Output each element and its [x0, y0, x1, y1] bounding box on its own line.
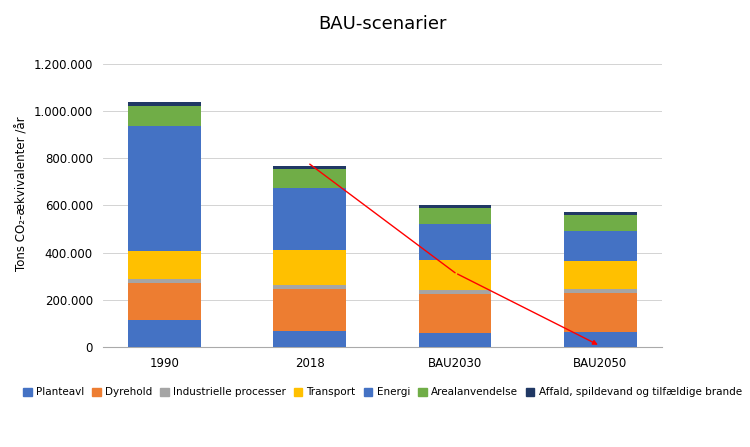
Bar — [419, 208, 491, 224]
Bar — [419, 260, 491, 290]
Bar — [419, 206, 491, 208]
Bar — [564, 212, 637, 215]
Title: BAU-scenarier: BAU-scenarier — [318, 15, 447, 33]
Bar — [564, 289, 637, 293]
Bar — [274, 331, 346, 347]
Bar — [128, 251, 201, 279]
Bar — [419, 224, 491, 260]
Bar — [128, 105, 201, 126]
Bar — [419, 333, 491, 347]
Bar — [564, 332, 637, 347]
Bar — [419, 290, 491, 294]
Bar — [128, 320, 201, 347]
Bar — [564, 231, 637, 261]
Bar — [564, 261, 637, 289]
Y-axis label: Tons CO₂-ækvivalenter /år: Tons CO₂-ækvivalenter /år — [15, 116, 28, 271]
Bar — [419, 294, 491, 333]
Bar — [274, 289, 346, 331]
Bar — [128, 283, 201, 320]
Bar — [274, 188, 346, 250]
Bar — [274, 285, 346, 289]
Legend: Planteavl, Dyrehold, Industrielle processer, Transport, Energi, Arealanvendelse,: Planteavl, Dyrehold, Industrielle proces… — [19, 383, 746, 401]
Bar — [128, 126, 201, 251]
Bar — [128, 279, 201, 283]
Bar — [128, 102, 201, 105]
Bar — [564, 215, 637, 231]
Bar — [274, 169, 346, 188]
Bar — [274, 250, 346, 285]
Bar — [274, 166, 346, 169]
Bar — [564, 293, 637, 332]
